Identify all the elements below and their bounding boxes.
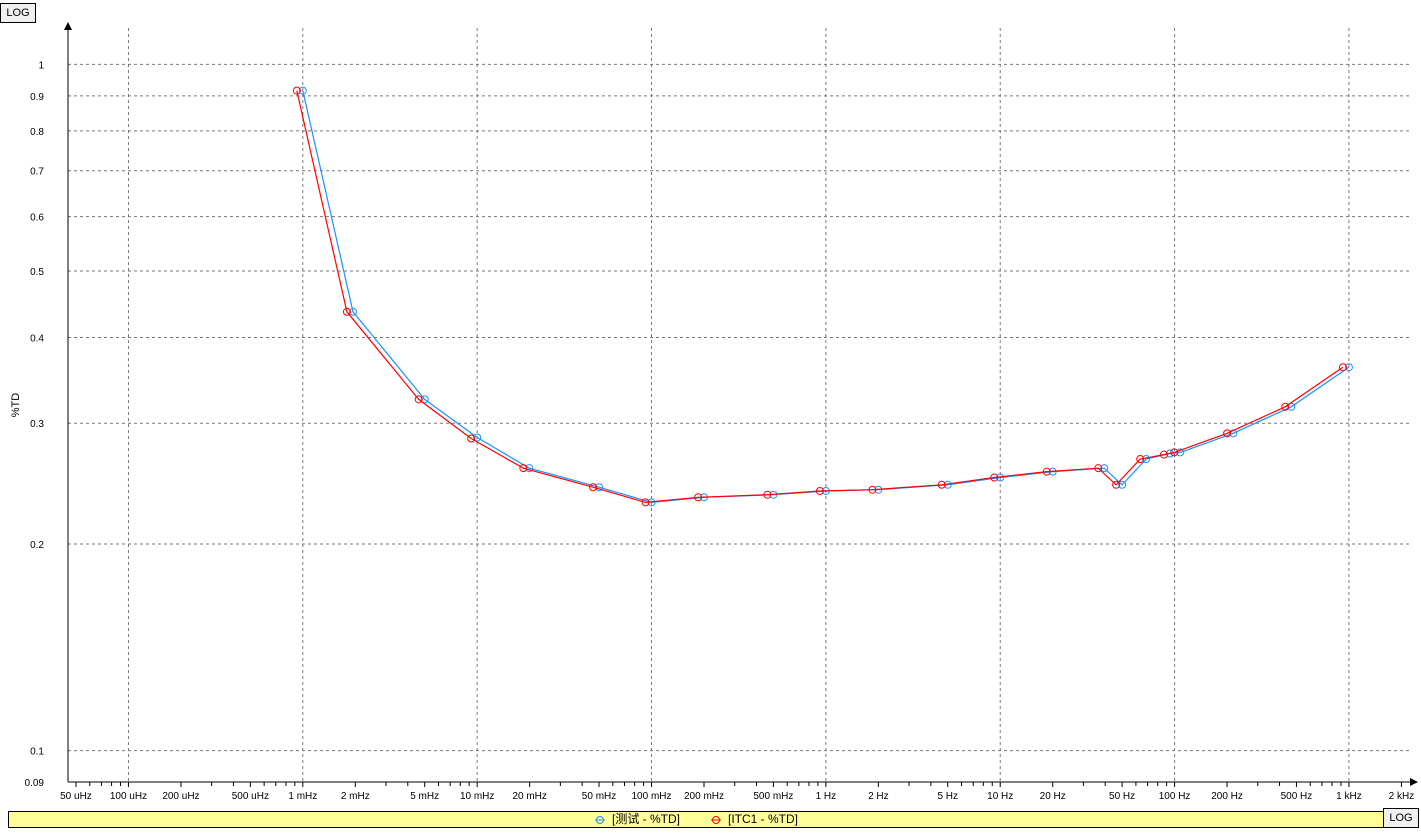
data-point-0 (1100, 464, 1109, 473)
x-tick-label: 500 Hz (1281, 791, 1313, 802)
y-tick-label: 0.1 (30, 747, 44, 758)
data-point-1 (519, 464, 528, 473)
data-point-1 (1338, 363, 1347, 372)
data-point-1 (815, 486, 824, 495)
data-point-1 (641, 498, 650, 507)
data-point-1 (694, 493, 703, 502)
data-point-1 (1170, 448, 1179, 457)
data-point-1 (763, 490, 772, 499)
data-point-0 (1229, 429, 1238, 438)
legend-label-test: [测试 - %TD] (611, 812, 680, 826)
data-point-1 (414, 395, 423, 404)
data-point-0 (420, 395, 429, 404)
x-tick-label: 50 mHz (582, 791, 616, 802)
x-tick-label: 10 Hz (987, 791, 1013, 802)
x-tick-label: 200 Hz (1211, 791, 1243, 802)
y-tick-label: 0.3 (30, 419, 44, 430)
y-tick-label: 0.8 (30, 127, 44, 138)
data-point-1 (1159, 450, 1168, 459)
legend-item-itc1[interactable]: [ITC1 - %TD] (710, 812, 798, 827)
x-tick-label: 2 Hz (868, 791, 889, 802)
data-point-1 (292, 86, 301, 95)
x-tick-label: 100 Hz (1159, 791, 1191, 802)
x-tick-label: 2 kHz (1389, 791, 1415, 802)
data-point-1 (1223, 429, 1232, 438)
x-tick-label: 20 mHz (512, 791, 546, 802)
y-tick-label: 0.2 (30, 540, 44, 551)
x-tick-label: 1 mHz (288, 791, 317, 802)
x-tick-label: 200 uHz (162, 791, 199, 802)
y-tick-label: 1 (38, 60, 44, 71)
data-point-1 (1042, 467, 1051, 476)
x-tick-label: 1 kHz (1336, 791, 1362, 802)
y-tick-label: 0.6 (30, 213, 44, 224)
data-point-1 (589, 483, 598, 492)
legend-item-test[interactable]: [测试 - %TD] (594, 812, 680, 827)
data-point-0 (298, 86, 307, 95)
data-point-1 (1281, 402, 1290, 411)
series-line-0 (302, 90, 1350, 504)
data-point-0 (348, 307, 357, 316)
blue-marker-icon (594, 815, 605, 824)
series-line-1 (296, 90, 1344, 504)
y-tick-label: 0.9 (30, 92, 44, 103)
data-point-1 (937, 480, 946, 489)
x-tick-label: 10 mHz (460, 791, 494, 802)
data-point-0 (1118, 480, 1127, 489)
data-point-1 (868, 485, 877, 494)
x-tick-label: 50 uHz (60, 791, 92, 802)
data-point-1 (1112, 480, 1121, 489)
y-axis-arrow-icon (64, 22, 72, 30)
data-point-1 (342, 307, 351, 316)
x-tick-label: 50 Hz (1109, 791, 1135, 802)
x-tick-label: 20 Hz (1040, 791, 1066, 802)
data-point-0 (525, 464, 534, 473)
y-tick-label: 0.09 (25, 778, 45, 789)
data-point-0 (473, 433, 482, 442)
y-tick-label: 0.4 (30, 333, 44, 344)
legend-label-itc1: [ITC1 - %TD] (727, 812, 798, 826)
x-tick-label: 2 mHz (341, 791, 370, 802)
y-tick-label: 0.5 (30, 267, 44, 278)
x-axis-arrow-icon (1410, 778, 1418, 786)
red-marker-icon (710, 815, 721, 824)
data-point-1 (1094, 464, 1103, 473)
y-tick-label: 0.7 (30, 167, 44, 178)
x-tick-label: 1 Hz (816, 791, 837, 802)
data-point-0 (1344, 363, 1353, 372)
x-tick-label: 100 uHz (110, 791, 147, 802)
x-tick-label: 100 mHz (632, 791, 672, 802)
data-point-1 (467, 434, 476, 443)
x-tick-label: 200 mHz (684, 791, 724, 802)
y-axis-label: %TD (10, 393, 22, 418)
data-point-0 (595, 483, 604, 492)
x-tick-label: 5 Hz (937, 791, 958, 802)
x-tick-label: 500 uHz (232, 791, 269, 802)
data-point-0 (1176, 448, 1185, 457)
x-scale-toggle[interactable]: LOG (1383, 808, 1419, 828)
legend: [测试 - %TD] [ITC1 - %TD] (8, 811, 1384, 828)
x-tick-label: 500 mHz (753, 791, 793, 802)
data-point-1 (990, 473, 999, 482)
data-point-1 (1136, 455, 1145, 464)
x-tick-label: 5 mHz (410, 791, 439, 802)
y-scale-toggle[interactable]: LOG (0, 3, 36, 23)
